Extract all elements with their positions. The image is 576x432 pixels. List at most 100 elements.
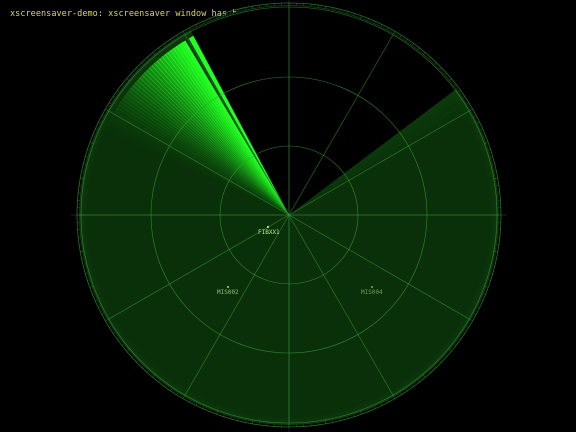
bezel-tick bbox=[488, 279, 491, 281]
sweep-slice bbox=[125, 90, 289, 215]
bezel-tick bbox=[89, 285, 94, 288]
bearing-spoke bbox=[288, 110, 470, 216]
bezel-tick bbox=[109, 326, 112, 328]
bezel-tick bbox=[418, 47, 420, 50]
unswept-sector bbox=[190, 5, 456, 216]
bezel-tick bbox=[454, 344, 457, 346]
afterglow-slice bbox=[289, 89, 459, 215]
sweep-beam bbox=[111, 35, 290, 216]
bezel-tick bbox=[490, 156, 493, 158]
blip-dot bbox=[226, 285, 230, 289]
bezel-tick bbox=[80, 177, 85, 180]
bezel-tick bbox=[324, 419, 327, 424]
bezel-tick bbox=[158, 47, 160, 50]
bezel-tick bbox=[480, 300, 483, 302]
bezel-tick bbox=[141, 365, 144, 368]
bezel-tick bbox=[170, 39, 172, 42]
bezel-tick bbox=[367, 409, 369, 412]
blip: MIS004 bbox=[361, 285, 383, 296]
bezel-tick bbox=[146, 57, 149, 60]
bezel-tick bbox=[230, 416, 232, 419]
sweep-slice bbox=[170, 47, 289, 216]
bezel-tick bbox=[444, 72, 447, 75]
range-grid bbox=[71, 0, 507, 432]
bezel-tick bbox=[387, 400, 389, 403]
bezel-tick bbox=[113, 96, 116, 98]
blip-label: MIS004 bbox=[361, 289, 383, 296]
bezel-tick bbox=[95, 128, 98, 130]
bezel-tick bbox=[105, 318, 109, 322]
sweep-leading-edge bbox=[188, 35, 289, 216]
bezel-tick bbox=[182, 395, 186, 399]
bezel-tick bbox=[189, 400, 191, 403]
bezel-tick bbox=[209, 409, 211, 412]
bearing-spoke bbox=[108, 214, 290, 320]
sweep-slice bbox=[175, 44, 289, 215]
bezel-tick bbox=[117, 338, 120, 340]
sweep-slice bbox=[148, 65, 289, 215]
blip-label: FIBXX1 bbox=[258, 229, 280, 236]
sweep-afterglow bbox=[190, 5, 472, 216]
sweep-slice bbox=[164, 51, 289, 215]
sweep-slice bbox=[134, 79, 289, 215]
bezel-tick bbox=[85, 156, 88, 158]
bezel-tick bbox=[458, 90, 461, 92]
bezel-tick bbox=[483, 135, 486, 137]
bezel-tick bbox=[117, 90, 120, 92]
bezel-tick bbox=[483, 293, 486, 295]
bezel-tick bbox=[195, 403, 198, 406]
bezel-tick bbox=[466, 326, 469, 328]
bezel-tick bbox=[152, 374, 156, 378]
sweep-slice bbox=[159, 56, 289, 215]
sweep-slice bbox=[151, 62, 289, 215]
bezel-tick bbox=[429, 370, 432, 373]
bezel-tick bbox=[85, 272, 88, 274]
bezel-tick bbox=[484, 142, 489, 145]
bezel-tick bbox=[458, 338, 461, 340]
bezel-tick bbox=[439, 360, 442, 363]
bezel-tick bbox=[176, 392, 178, 395]
bezel-tick bbox=[477, 121, 480, 124]
bezel-tick bbox=[164, 384, 166, 387]
bezel-tick bbox=[230, 11, 232, 14]
bezel-tick bbox=[189, 27, 191, 30]
bezel-tick bbox=[195, 24, 198, 27]
bezel-tick bbox=[374, 406, 376, 409]
bezel-tick bbox=[474, 313, 477, 315]
sweep-slice bbox=[178, 42, 289, 215]
bezel-tick bbox=[488, 149, 491, 151]
bezel-tick bbox=[484, 285, 489, 288]
bezel-tick bbox=[170, 388, 172, 391]
blips-layer: FIBXX1 MIS002 MIS004 bbox=[217, 225, 383, 296]
bezel-tick bbox=[353, 13, 355, 16]
bezel-tick bbox=[223, 13, 225, 16]
bezel-tick bbox=[202, 406, 204, 409]
bezel-tick bbox=[209, 18, 211, 21]
bezel-tick bbox=[490, 272, 493, 274]
bezel-tick bbox=[146, 370, 149, 373]
bezel-tick bbox=[89, 142, 94, 145]
sweep-slice bbox=[181, 40, 289, 216]
bezel-tick bbox=[109, 102, 112, 104]
bezel-tick bbox=[98, 121, 101, 124]
bezel-tick bbox=[87, 149, 90, 151]
bezel-tick bbox=[359, 410, 362, 415]
bezel-tick bbox=[454, 84, 457, 86]
blip-label: MIS002 bbox=[217, 289, 239, 296]
bezel-tick bbox=[469, 108, 473, 112]
sweep-slice bbox=[130, 85, 289, 215]
bezel-tick bbox=[164, 43, 166, 46]
bezel-tick bbox=[434, 62, 437, 65]
bezel-tick bbox=[474, 115, 477, 117]
bezel-tick bbox=[121, 344, 124, 346]
bezel-tick bbox=[113, 332, 116, 334]
bezel-tick bbox=[406, 388, 408, 391]
bezel-tick bbox=[462, 96, 465, 98]
bearing-spoke bbox=[184, 214, 290, 396]
sweep-slice bbox=[132, 82, 289, 215]
bezel-tick bbox=[346, 416, 348, 419]
sweep-slice bbox=[128, 87, 289, 215]
bezel-tick bbox=[387, 27, 389, 30]
afterglow-slice bbox=[289, 101, 467, 215]
